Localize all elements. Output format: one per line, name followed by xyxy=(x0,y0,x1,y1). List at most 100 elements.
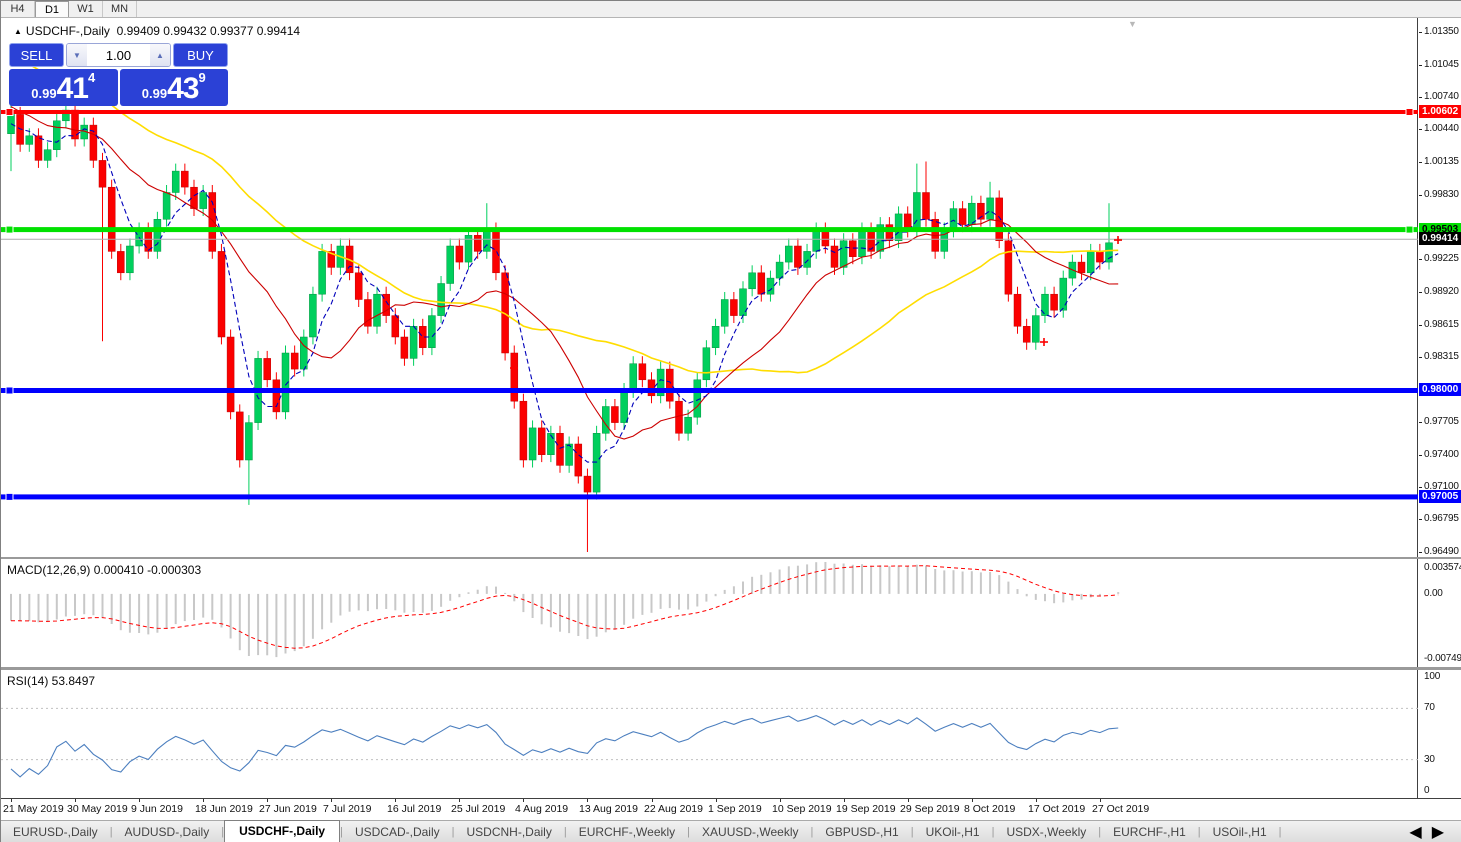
line-drag-handle[interactable] xyxy=(1405,225,1414,234)
price-tick-mark xyxy=(1419,195,1422,196)
volume-increase-button[interactable]: ▲ xyxy=(150,44,170,66)
tab-audusd-daily[interactable]: AUDUSD-,Daily xyxy=(124,825,210,839)
price-tick-mark xyxy=(1419,259,1422,260)
price-badge: 0.99414 xyxy=(1419,232,1461,245)
price-tick-label: 0.97400 xyxy=(1424,449,1459,460)
tab-eurusd-daily[interactable]: EURUSD-,Daily xyxy=(13,825,98,839)
line-drag-handle[interactable] xyxy=(5,386,14,395)
date-label: 29 Sep 2019 xyxy=(900,803,960,815)
one-click-trading-widget: SELL ▼ 1.00 ▲ BUY 0.99 41 4 0.99 43 9 xyxy=(9,43,228,106)
panel-splitter[interactable] xyxy=(1,667,1461,670)
tab-scroll-left-icon[interactable]: ◀ xyxy=(1409,824,1422,841)
buy-price-display[interactable]: 0.99 43 9 xyxy=(119,69,228,106)
price-tick-mark xyxy=(1419,32,1422,33)
sell-button[interactable]: SELL xyxy=(9,43,64,67)
horizontal-level-line[interactable] xyxy=(1,110,1418,114)
price-tick-mark xyxy=(1419,552,1422,553)
rsi-axis-30: 30 xyxy=(1424,754,1435,765)
date-tick-mark xyxy=(972,799,973,802)
rsi-label: RSI(14) 53.8497 xyxy=(7,674,96,688)
macd-axis: 0.003574 0.00 -0.00749 xyxy=(1419,559,1461,667)
price-tick-label: 0.99225 xyxy=(1424,253,1459,264)
buy-price-sup: 9 xyxy=(198,70,206,85)
date-tick-mark xyxy=(908,799,909,802)
price-tick-mark xyxy=(1419,519,1422,520)
timeframe-w1[interactable]: W1 xyxy=(69,1,103,17)
date-tick-mark xyxy=(203,799,204,802)
date-tick-mark xyxy=(1100,799,1101,802)
sell-price-sup: 4 xyxy=(87,70,96,85)
timeframe-d1[interactable]: D1 xyxy=(35,1,69,17)
sell-price-display[interactable]: 0.99 41 4 xyxy=(9,69,118,106)
date-label: 25 Jul 2019 xyxy=(451,803,506,815)
date-axis[interactable]: 21 May 2019 30 May 2019 9 Jun 2019 18 Jun 2… xyxy=(1,798,1461,820)
main-chart-area[interactable]: ▲ USDCHF-,Daily 0.99409 0.99432 0.99377 0… xyxy=(1,18,1418,557)
rsi-axis-0: 0 xyxy=(1424,785,1430,796)
tab-xauusd-weekly[interactable]: XAUUSD-,Weekly xyxy=(702,825,799,839)
date-label: 1 Sep 2019 xyxy=(708,803,762,815)
date-tick-mark xyxy=(1036,799,1037,802)
horizontal-level-line[interactable] xyxy=(1,494,1418,500)
macd-signal-line xyxy=(10,565,1119,649)
date-tick-mark xyxy=(75,799,76,802)
macd-axis-min: -0.00749 xyxy=(1424,653,1461,664)
timeframe-h4[interactable]: H4 xyxy=(1,1,35,17)
date-label: 8 Oct 2019 xyxy=(964,803,1016,815)
tab-usdcad-daily[interactable]: USDCAD-,Daily xyxy=(354,825,440,839)
date-label: 13 Aug 2019 xyxy=(579,803,638,815)
panel-splitter[interactable] xyxy=(1,557,1461,559)
line-drag-handle[interactable] xyxy=(1405,108,1414,116)
tab-separator: | xyxy=(910,826,914,838)
tab-eurchf-h1[interactable]: EURCHF-,H1 xyxy=(1113,825,1186,839)
tab-eurchf-weekly[interactable]: EURCHF-,Weekly xyxy=(578,825,676,839)
horizontal-level-line[interactable] xyxy=(1,227,1418,233)
price-tick-label: 0.98315 xyxy=(1424,351,1459,362)
date-label: 4 Aug 2019 xyxy=(515,803,569,815)
price-tick-label: 1.00440 xyxy=(1424,123,1459,134)
tab-usdx-weekly[interactable]: USDX-,Weekly xyxy=(1006,825,1087,839)
rsi-axis: 100 70 30 0 xyxy=(1419,670,1461,798)
tab-usoil-h1[interactable]: USOil-,H1 xyxy=(1212,825,1267,839)
price-tick-label: 0.97100 xyxy=(1424,481,1459,492)
price-badge: 1.00602 xyxy=(1419,105,1461,118)
price-tick-mark xyxy=(1419,129,1422,130)
sell-price-big: 41 xyxy=(56,72,89,105)
line-drag-handle[interactable] xyxy=(5,492,14,501)
price-tick-label: 1.00740 xyxy=(1424,91,1459,102)
tab-scroll-arrows: ◀ ▶ xyxy=(1409,822,1444,842)
date-label: 9 Jun 2019 xyxy=(131,803,183,815)
chart-shift-marker-icon[interactable]: ▼ xyxy=(1128,19,1137,29)
tab-scroll-right-icon[interactable]: ▶ xyxy=(1431,824,1444,841)
rsi-panel[interactable]: RSI(14) 53.8497 xyxy=(1,670,1418,798)
tab-gbpusd-h1[interactable]: GBPUSD-,H1 xyxy=(825,825,899,839)
date-tick-mark xyxy=(331,799,332,802)
date-label: 17 Oct 2019 xyxy=(1028,803,1086,815)
rsi-chart xyxy=(1,707,1418,778)
volume-decrease-button[interactable]: ▼ xyxy=(67,44,87,66)
price-tick-label: 0.98615 xyxy=(1424,319,1459,330)
ma-slow-line xyxy=(10,54,1119,374)
price-tick-mark xyxy=(1419,357,1422,358)
price-tick-mark xyxy=(1419,292,1422,293)
tab-usdchf-daily[interactable]: USDCHF-,Daily xyxy=(224,820,341,842)
price-tick-mark xyxy=(1419,97,1422,98)
date-tick-mark xyxy=(652,799,653,802)
tab-ukoil-h1[interactable]: UKOil-,H1 xyxy=(925,825,980,839)
timeframe-mn[interactable]: MN xyxy=(103,1,137,17)
price-tick-label: 0.97705 xyxy=(1424,416,1459,427)
horizontal-level-line[interactable] xyxy=(1,388,1418,393)
price-tick-label: 1.00135 xyxy=(1424,156,1459,167)
price-axis[interactable]: 1.01350 1.01045 1.00740 1.00440 1.00135 0.998… xyxy=(1419,18,1461,557)
line-drag-handle[interactable] xyxy=(5,225,14,234)
volume-input[interactable]: 1.00 xyxy=(87,44,150,66)
buy-button[interactable]: BUY xyxy=(173,43,228,67)
price-tick-mark xyxy=(1419,162,1422,163)
tab-separator: | xyxy=(991,826,995,838)
tab-usdcnh-daily[interactable]: USDCNH-,Daily xyxy=(466,825,552,839)
chart-ohlc-values: 0.99409 0.99432 0.99377 0.99414 xyxy=(116,24,301,38)
price-tick-label: 0.99830 xyxy=(1424,189,1459,200)
date-tick-mark xyxy=(11,799,12,802)
date-tick-mark xyxy=(267,799,268,802)
macd-panel[interactable]: MACD(12,26,9) 0.000410 -0.000303 xyxy=(1,559,1418,667)
line-drag-handle[interactable] xyxy=(5,108,14,116)
